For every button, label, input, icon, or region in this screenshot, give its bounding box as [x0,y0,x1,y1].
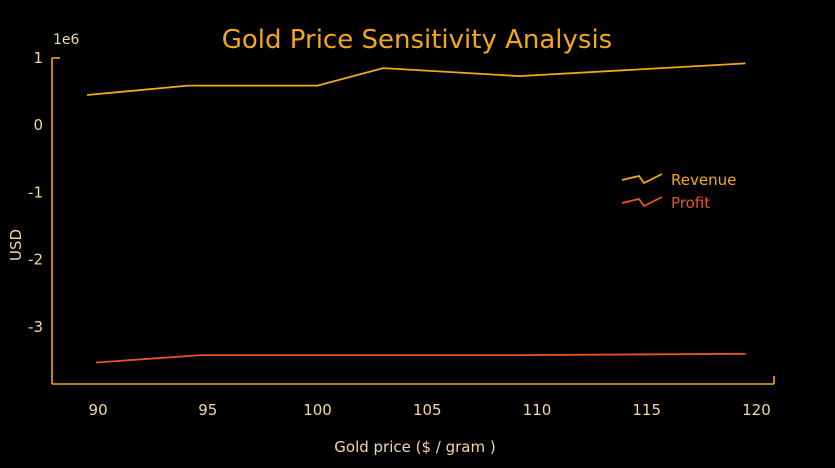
legend: Revenue Profit [621,171,736,212]
x-tick-label: 90 [89,401,108,419]
x-ticks: 90 95 100 105 110 115 120 [89,401,771,419]
y-tick-label: 1 [33,49,43,67]
x-tick-label: 110 [523,401,552,419]
y-axis-label: USD [7,229,25,261]
y-ticks: 1 0 -1 -2 -3 [28,49,43,336]
x-tick-label: 105 [413,401,442,419]
x-axis-label: Gold price ($ / gram ) [334,438,495,456]
legend-label-profit: Profit [671,194,710,212]
series-line-revenue [87,62,746,96]
legend-symbol-profit [621,196,663,208]
x-tick-label: 100 [303,401,332,419]
y-tick-label: -2 [28,251,43,269]
x-tick-label: 95 [198,401,217,419]
y-tick-label: 0 [33,116,43,134]
series-line-profit [95,352,746,364]
x-tick-label: 115 [632,401,661,419]
legend-symbol-revenue [621,173,663,185]
chart-title: Gold Price Sensitivity Analysis [222,25,612,55]
y-exponent-label: 1e6 [53,32,80,48]
series-lines [87,62,746,364]
axes [51,57,775,385]
y-tick-label: -3 [28,318,43,336]
x-tick-label: 120 [742,401,771,419]
y-tick-label: -1 [28,183,43,201]
legend-label-revenue: Revenue [671,171,736,189]
